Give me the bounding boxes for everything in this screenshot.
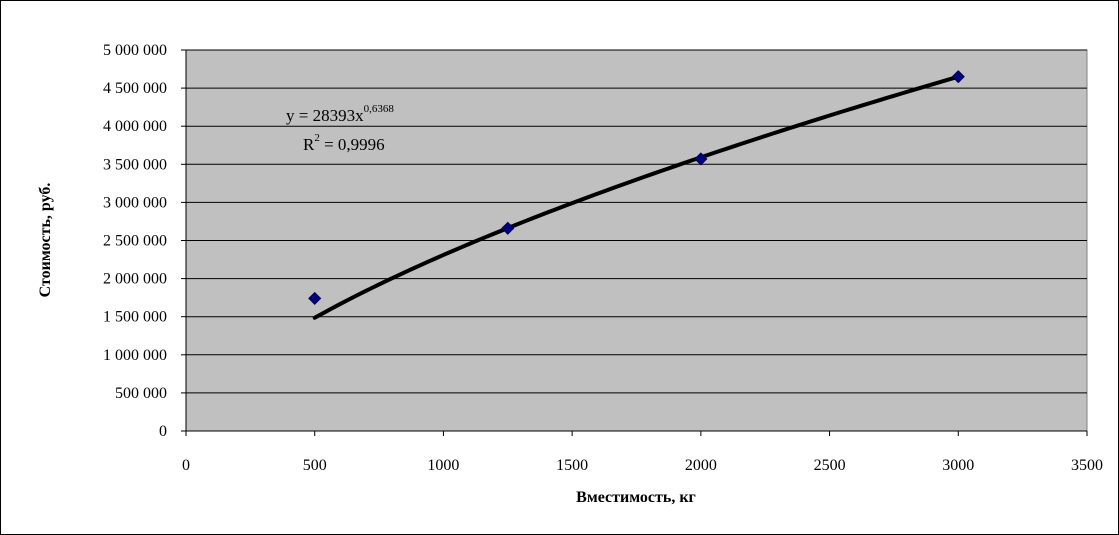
r2-value: = 0,9996	[320, 135, 385, 154]
trendline	[312, 74, 961, 320]
y-tick-label: 4 500 000	[103, 80, 167, 97]
equation-exponent: 0,6368	[364, 103, 395, 115]
x-axis-title: Вместимость, кг	[576, 489, 696, 506]
x-tick-label: 1500	[556, 457, 588, 474]
y-tick-label: 2 000 000	[103, 271, 167, 288]
y-tick-label: 500 000	[115, 385, 167, 402]
y-axis-title: Стоимость, руб.	[37, 183, 54, 298]
y-tick-label: 1 000 000	[103, 347, 167, 364]
r-squared: R2 = 0,9996	[303, 132, 385, 154]
x-tick-label: 2000	[685, 457, 717, 474]
y-tick-label: 3 500 000	[103, 156, 167, 173]
y-tick-label: 4 000 000	[103, 118, 167, 135]
data-point-marker	[694, 152, 708, 166]
y-tick-label: 2 500 000	[103, 233, 167, 250]
r2-base: R	[303, 135, 315, 154]
x-tick-label: 0	[182, 457, 190, 474]
data-points	[308, 70, 965, 305]
y-tick-label: 3 000 000	[103, 194, 167, 211]
data-point-marker	[308, 291, 322, 305]
x-tick-label: 3500	[1071, 457, 1103, 474]
plot-area: 0 500 000 1 000 000 1 500 000 2 000 000 2 500…	[103, 42, 1103, 474]
x-tick-label: 2500	[814, 457, 846, 474]
r2-exponent: 2	[314, 132, 320, 144]
x-tick-label: 3000	[942, 457, 974, 474]
data-point-marker	[501, 221, 515, 235]
y-tick-label: 5 000 000	[103, 42, 167, 59]
data-point-marker	[951, 70, 965, 84]
equation-base: y = 28393x	[286, 106, 364, 125]
y-tick-label: 0	[159, 423, 167, 440]
y-tick-labels: 0 500 000 1 000 000 1 500 000 2 000 000 2 500…	[103, 42, 186, 440]
gridlines	[186, 49, 1087, 394]
x-tick-labels: 0 500 1000 1500 2000 2500 3000 3500	[182, 431, 1103, 474]
x-tick-label: 1000	[427, 457, 459, 474]
x-tick-label: 500	[303, 457, 327, 474]
trendline-equation: y = 28393x0,6368	[286, 103, 394, 125]
y-tick-label: 1 500 000	[103, 309, 167, 326]
